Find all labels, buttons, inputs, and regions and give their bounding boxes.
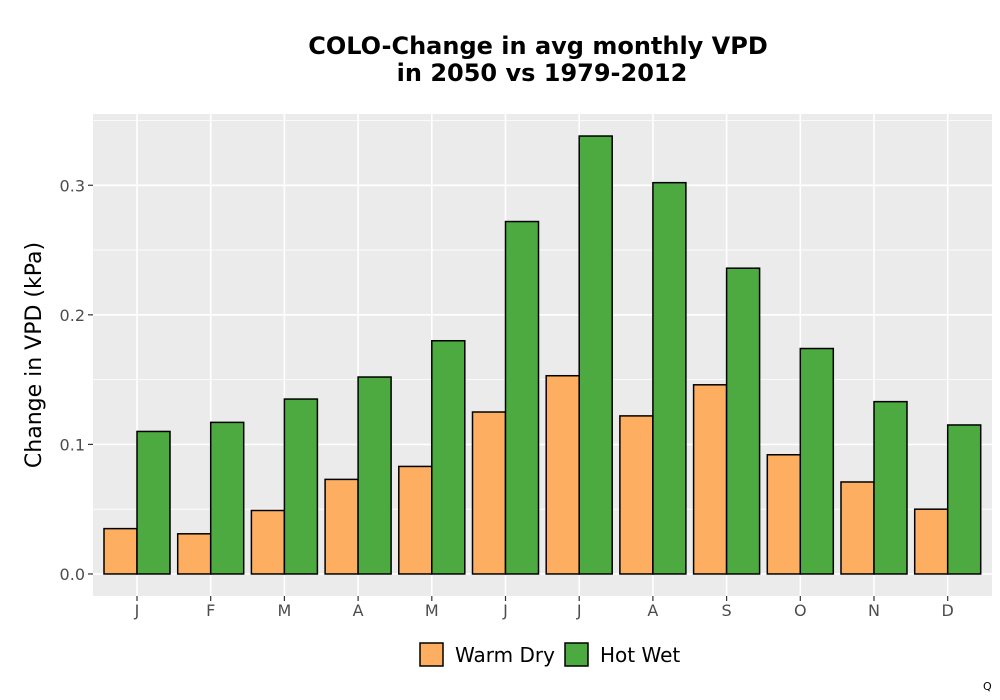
- bar-warm-dry: [176, 533, 212, 575]
- bar-warm-dry: [840, 481, 875, 575]
- x-tick-label: O: [794, 601, 807, 620]
- bar-warm-dry: [471, 411, 507, 575]
- bar-warm-dry: [619, 415, 654, 575]
- bar-warm-dry: [913, 508, 949, 575]
- legend-label-hot-wet: Hot Wet: [600, 643, 680, 667]
- x-tick-label: M: [277, 601, 291, 620]
- y-tick-label: 0.3: [60, 176, 85, 195]
- y-tick-label: 0.2: [60, 306, 85, 325]
- bar-warm-dry: [324, 478, 359, 575]
- bar-hot-wet: [431, 339, 466, 575]
- y-axis-ticks: 0.0 0.1 0.2 0.3: [60, 176, 93, 584]
- legend-label-warm-dry: Warm Dry: [455, 643, 555, 667]
- bar-hot-wet: [283, 398, 319, 575]
- x-tick-label: F: [206, 601, 215, 620]
- x-tick-label: A: [353, 601, 364, 620]
- bar-hot-wet: [799, 347, 835, 575]
- y-tick-label: 0.0: [60, 565, 85, 584]
- chart-title-line2: in 2050 vs 1979-2012: [397, 59, 688, 87]
- bar-hot-wet: [209, 421, 245, 575]
- bar-hot-wet: [578, 135, 613, 575]
- bar-hot-wet: [725, 267, 761, 575]
- legend-swatch-hot-wet: [564, 642, 589, 667]
- chart-title-line1: COLO-Change in avg monthly VPD: [308, 32, 768, 60]
- bar-hot-wet: [946, 424, 982, 575]
- bar-hot-wet: [873, 400, 908, 575]
- x-tick-label: N: [868, 601, 880, 620]
- bar-warm-dry: [766, 454, 802, 575]
- x-tick-label: J: [502, 601, 508, 620]
- bar-warm-dry: [398, 465, 433, 575]
- x-tick-label: M: [425, 601, 439, 620]
- bar-hot-wet: [357, 376, 392, 575]
- x-tick-label: S: [722, 601, 732, 620]
- bar-warm-dry: [250, 509, 286, 575]
- legend: Warm Dry Hot Wet: [419, 642, 680, 667]
- corner-mark: Q: [983, 680, 992, 693]
- bar-hot-wet: [136, 430, 171, 575]
- x-tick-label: A: [647, 601, 658, 620]
- bar-warm-dry: [692, 384, 728, 575]
- bar-hot-wet: [652, 181, 687, 575]
- y-tick-label: 0.1: [60, 435, 85, 454]
- y-axis-label: Change in VPD (kPa): [22, 242, 47, 468]
- bar-warm-dry: [545, 374, 580, 575]
- bars: [103, 135, 982, 575]
- x-tick-label: J: [134, 601, 140, 620]
- legend-swatch-warm-dry: [419, 642, 444, 667]
- bar-hot-wet: [504, 220, 540, 575]
- bar-warm-dry: [103, 527, 138, 575]
- x-tick-label: D: [942, 601, 954, 620]
- x-tick-label: J: [576, 601, 582, 620]
